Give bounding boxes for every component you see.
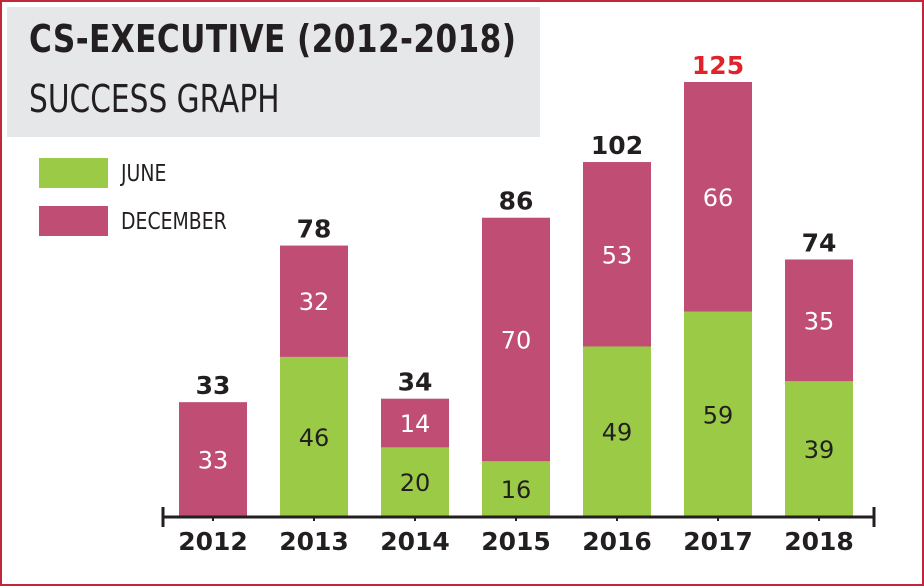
- x-tick-label-2015: 2015: [481, 527, 551, 556]
- total-label-2018: 74: [802, 228, 837, 257]
- legend-swatch-june: [39, 158, 108, 188]
- data-label-june-2013: 46: [299, 424, 330, 452]
- bar-june-2017: [684, 311, 752, 517]
- data-label-june-2015: 16: [501, 476, 532, 504]
- chart-title: CS-EXECUTIVE (2012-2018): [29, 17, 517, 61]
- bar-december-2018: [785, 259, 853, 382]
- x-tick-label-2018: 2018: [784, 527, 854, 556]
- legend-label-june: JUNE: [121, 161, 167, 187]
- legend-swatch-december: [39, 206, 108, 236]
- total-label-2013: 78: [297, 215, 332, 244]
- x-tick-label-2013: 2013: [279, 527, 349, 556]
- bar-december-2013: [280, 245, 348, 357]
- data-label-december-2017: 66: [703, 184, 734, 212]
- data-label-december-2015: 70: [501, 327, 532, 355]
- x-tick-label-2012: 2012: [178, 527, 248, 556]
- bar-june-2016: [583, 346, 651, 517]
- x-tick-label-2014: 2014: [380, 527, 450, 556]
- data-label-june-2018: 39: [804, 436, 835, 464]
- bar-june-2015: [482, 461, 550, 517]
- bar-june-2014: [381, 447, 449, 517]
- title-box: CS-EXECUTIVE (2012-2018) SUCCESS GRAPH: [7, 7, 540, 137]
- data-label-december-2018: 35: [804, 307, 835, 335]
- data-label-december-2012: 33: [198, 447, 229, 475]
- data-label-june-2017: 59: [703, 401, 734, 429]
- data-label-june-2016: 49: [602, 419, 633, 447]
- bar-december-2012: [179, 402, 247, 517]
- bar-june-2018: [785, 381, 853, 517]
- legend-label-december: DECEMBER: [121, 209, 227, 235]
- total-label-2017: 125: [692, 51, 744, 80]
- total-label-2014: 34: [398, 368, 433, 397]
- bar-june-2013: [280, 356, 348, 517]
- total-label-2015: 86: [499, 187, 534, 216]
- total-label-2016: 102: [591, 131, 643, 160]
- total-label-2012: 33: [196, 371, 231, 400]
- data-label-december-2014: 14: [400, 410, 431, 438]
- bar-december-2014: [381, 398, 449, 448]
- bar-december-2015: [482, 217, 550, 462]
- data-label-june-2014: 20: [400, 469, 431, 497]
- data-label-december-2016: 53: [602, 241, 633, 269]
- bar-december-2016: [583, 162, 651, 347]
- data-label-december-2013: 32: [299, 288, 330, 316]
- chart-subtitle: SUCCESS GRAPH: [29, 77, 280, 121]
- x-tick-label-2017: 2017: [683, 527, 753, 556]
- x-tick-label-2016: 2016: [582, 527, 652, 556]
- bar-december-2017: [684, 82, 752, 312]
